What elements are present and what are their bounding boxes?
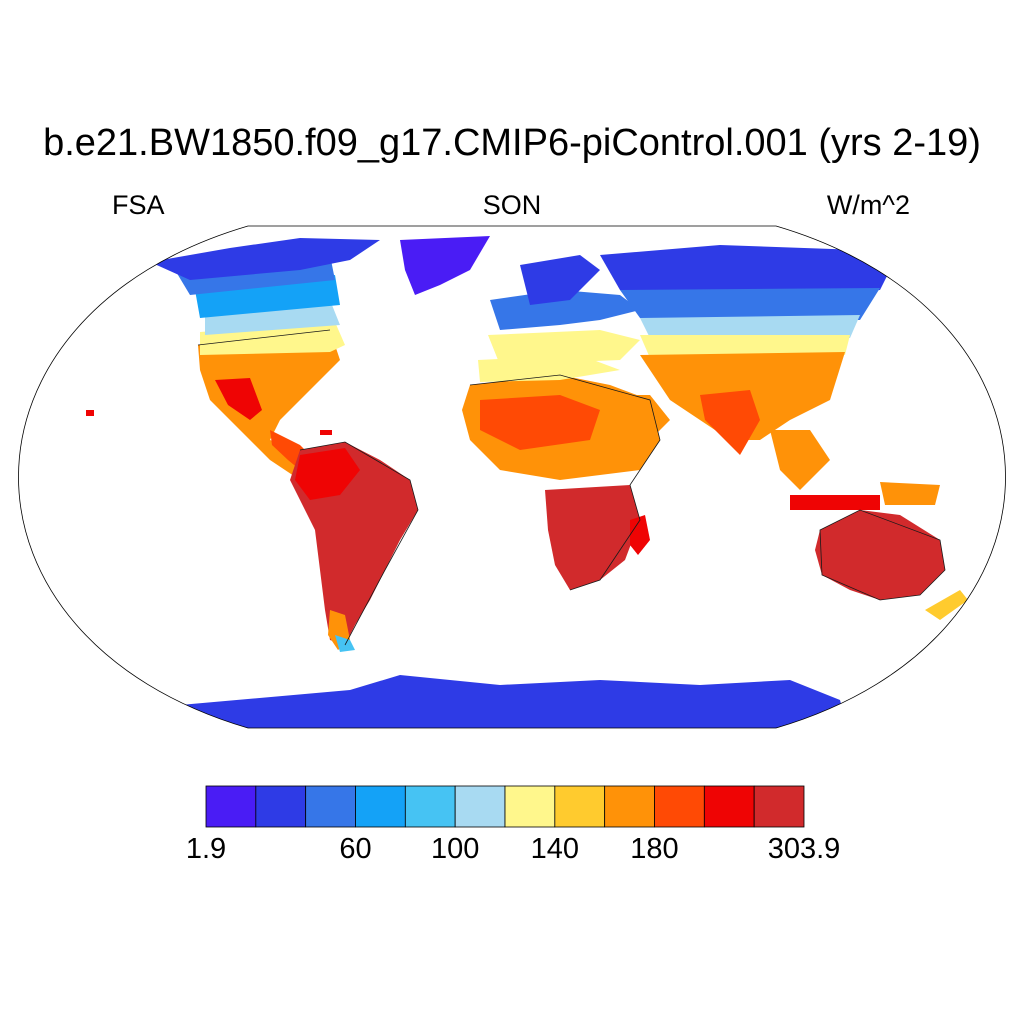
colorbar-swatch — [355, 785, 406, 828]
units-label: W/m^2 — [826, 190, 910, 220]
colorbar-label: 140 — [530, 833, 580, 865]
colorbar-swatch — [604, 785, 655, 828]
scandinavia — [520, 255, 600, 305]
arabia — [600, 395, 670, 440]
season-label: SON — [482, 190, 542, 220]
colorbar-swatch — [504, 785, 556, 828]
colorbar-label: 303.9 — [767, 833, 841, 865]
north-america-warm — [198, 330, 340, 480]
new-guinea — [880, 482, 940, 505]
australia — [815, 510, 945, 600]
europe-yellow — [488, 330, 640, 365]
colorbar-swatch — [305, 785, 356, 828]
map-title: b.e21.BW1850.f09_g17.CMIP6-piControl.001… — [43, 122, 981, 164]
europe-blue — [490, 290, 640, 330]
coastlines — [197, 329, 946, 646]
colorbar-label: 100 — [430, 833, 480, 865]
variable-label: FSA — [112, 190, 165, 220]
patagonia — [335, 635, 355, 652]
north-america-lightblue — [205, 300, 340, 335]
north-america-cyan — [195, 275, 340, 318]
asia-lightblue — [640, 315, 860, 338]
caribbean-island — [320, 430, 332, 435]
colorbar-swatch — [703, 785, 755, 828]
asia-blue — [620, 288, 880, 320]
colorbar-label: 180 — [630, 833, 679, 865]
hawaii-island — [86, 410, 94, 416]
siberia-arctic — [600, 245, 890, 295]
india-red — [700, 390, 760, 455]
colorbar-swatch — [554, 785, 606, 828]
colorbar-swatch — [404, 785, 456, 828]
colorbar-swatch — [654, 785, 705, 828]
colorbar-swatch — [255, 785, 307, 828]
amazon-red — [295, 448, 360, 500]
indonesia — [790, 495, 880, 510]
madagascar — [630, 515, 650, 555]
southeast-asia — [770, 430, 830, 490]
globe-outline — [18, 225, 1006, 729]
colorbar-label: 60 — [339, 833, 372, 865]
antarctica — [180, 675, 848, 728]
colorbar — [205, 785, 805, 828]
asia-yellow — [640, 335, 850, 358]
new-zealand — [925, 590, 968, 620]
mexico-red — [215, 378, 262, 420]
north-america-arctic — [150, 238, 380, 280]
africa-yellow — [478, 355, 620, 382]
colorbar-swatch — [454, 785, 506, 828]
land-fill — [86, 236, 968, 728]
colorbar-swatch — [753, 785, 805, 828]
greenland — [400, 236, 490, 295]
sahara-red — [480, 395, 600, 450]
colorbar-swatch — [205, 785, 257, 828]
africa-south — [545, 485, 640, 590]
colorbar-label: 1.9 — [185, 833, 227, 865]
